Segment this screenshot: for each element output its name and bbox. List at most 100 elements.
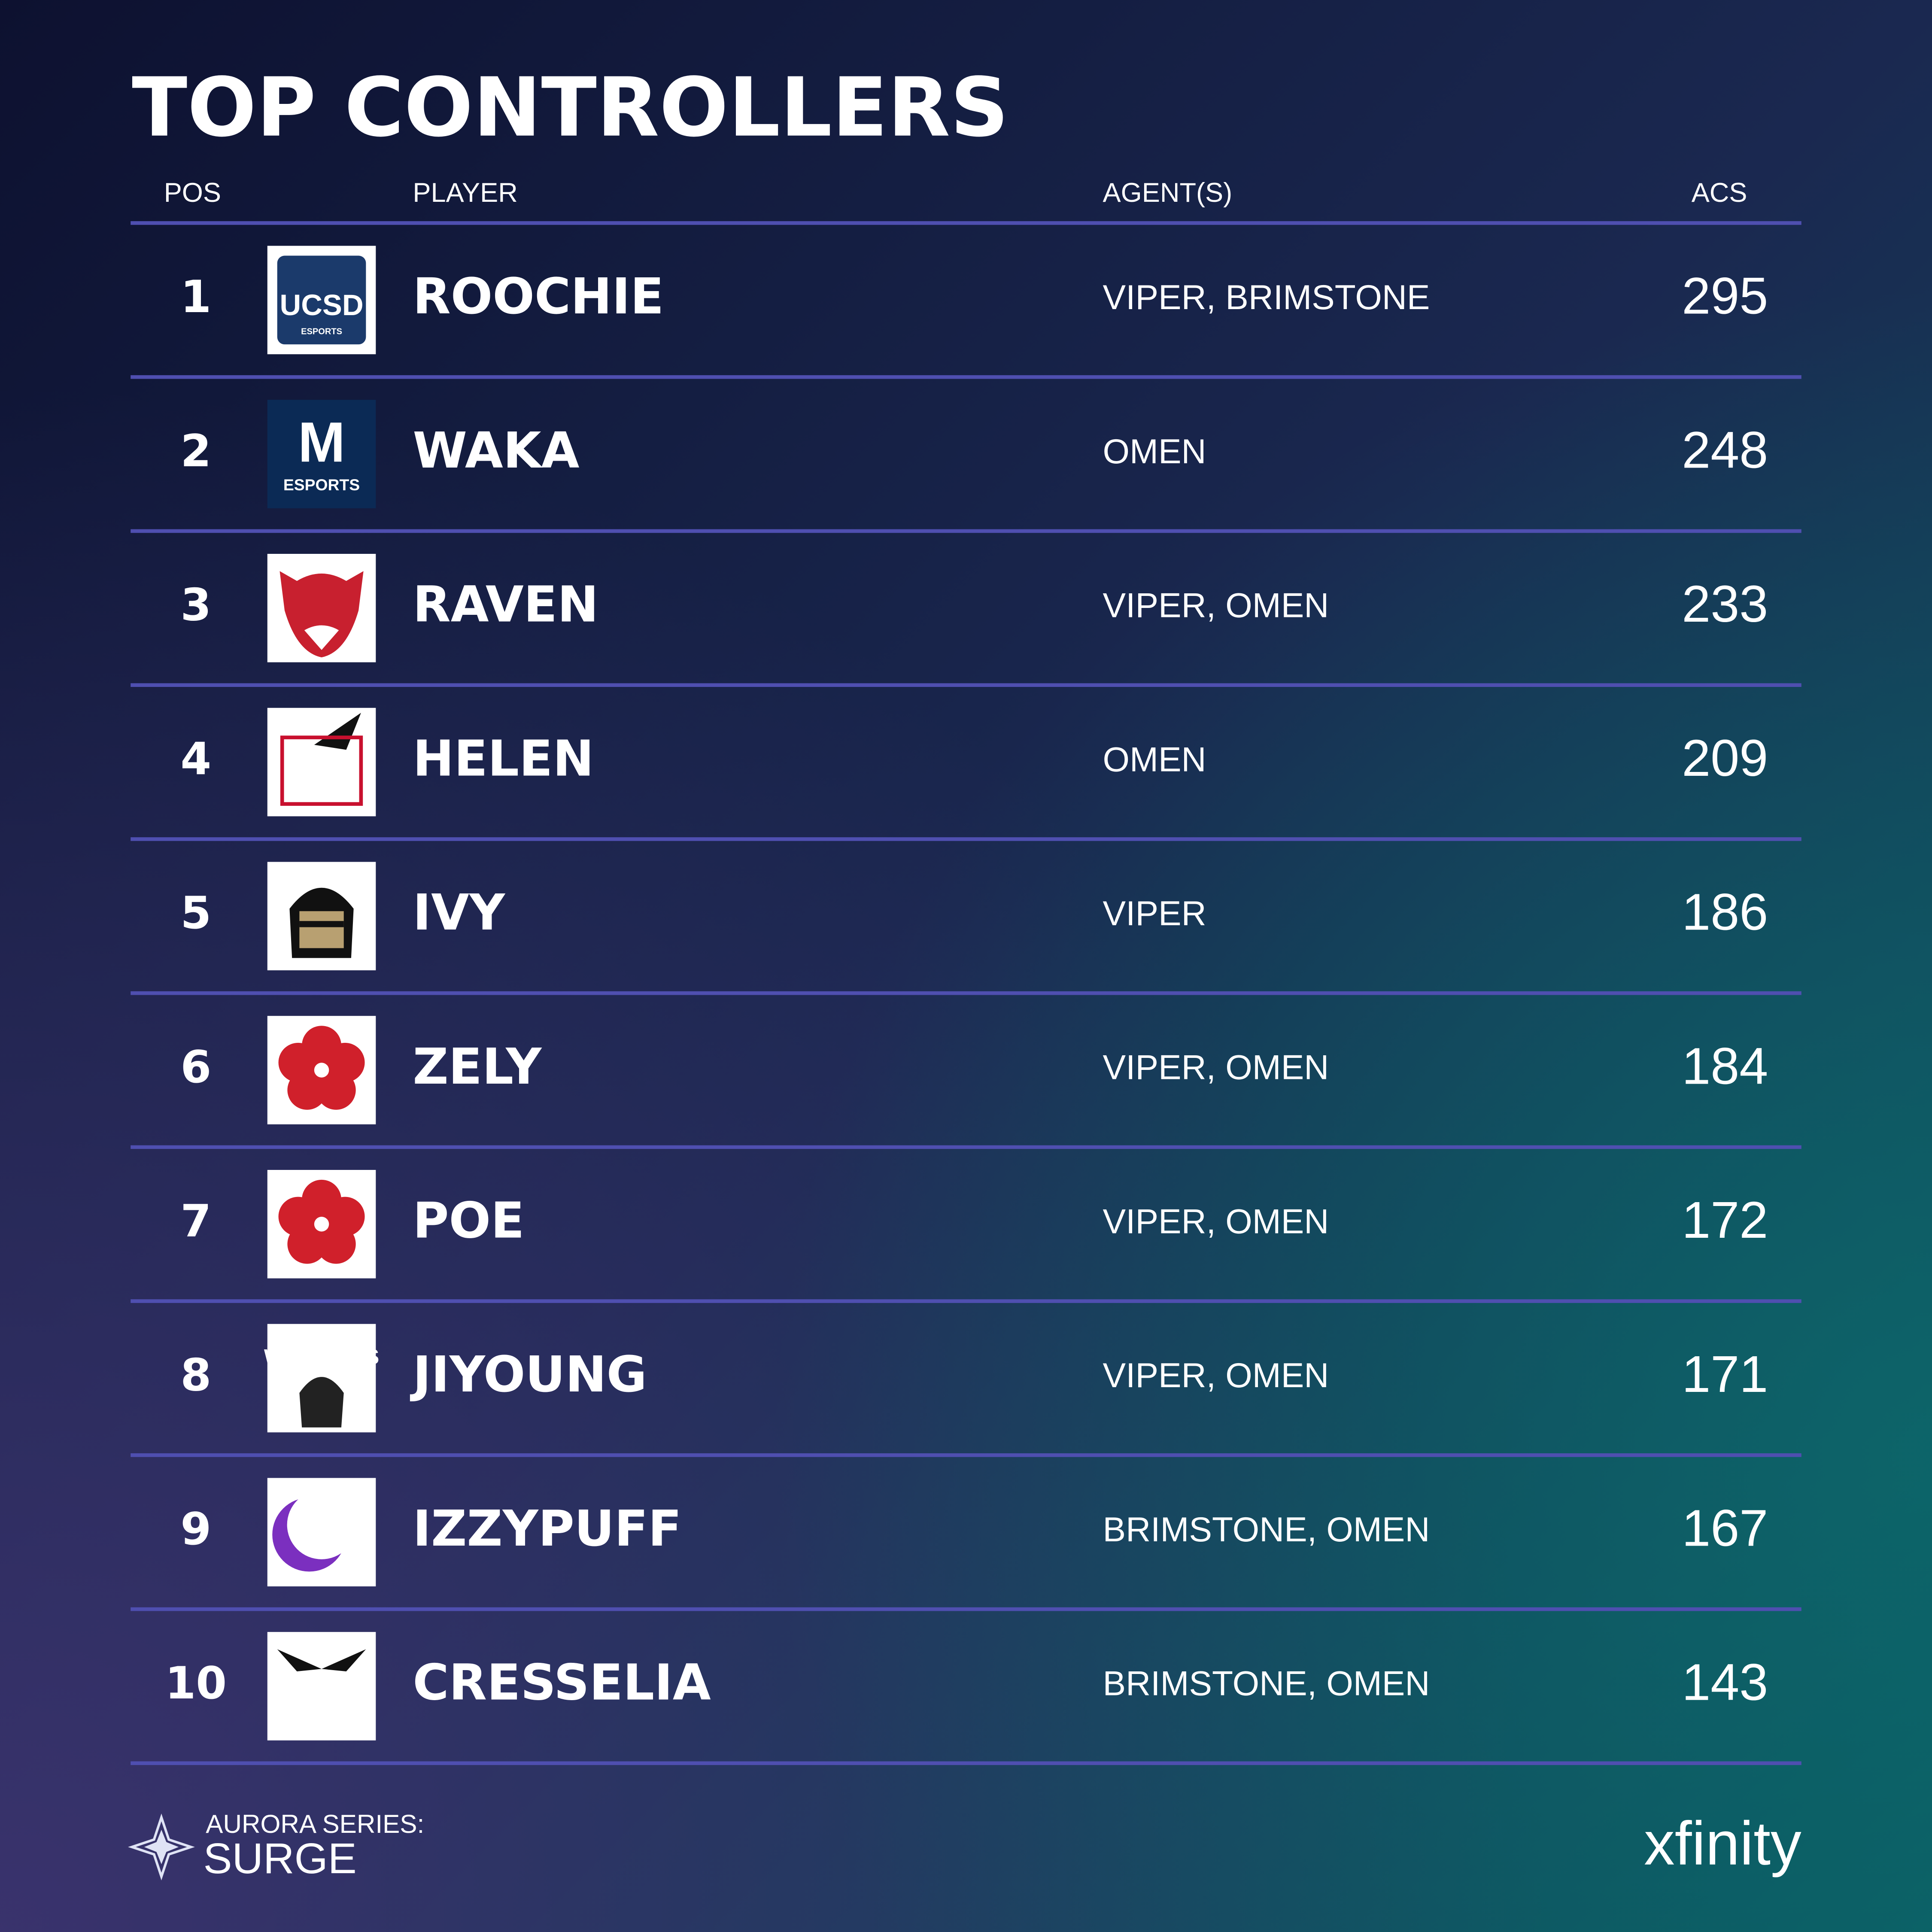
row: 4 CU ESPORTS HELEN OMEN 209 xyxy=(131,708,1801,841)
logo-text: ESPORTS xyxy=(301,327,342,337)
logo-text: CU xyxy=(295,744,348,785)
position: 9 xyxy=(180,1504,211,1555)
team-logo xyxy=(267,1170,376,1279)
row: 7 POE VIPER, OMEN 172 xyxy=(131,1170,1801,1303)
acs: 184 xyxy=(1682,1037,1768,1095)
logo-shape xyxy=(299,1377,344,1428)
acs: 143 xyxy=(1682,1653,1768,1711)
row: 6 ZELY VIPER, OMEN 184 xyxy=(131,1016,1801,1149)
logo-shape xyxy=(316,1224,356,1264)
title: TOP CONTROLLERS xyxy=(132,60,1009,155)
logo-text: Violet xyxy=(314,1516,364,1537)
row: 3 RAVEN VIPER, OMEN 233 xyxy=(131,554,1801,687)
column-header: AGENT(S) xyxy=(1103,178,1233,208)
logo-text: UCSD xyxy=(279,289,363,322)
team-logo: UCSD ESPORTS xyxy=(267,246,376,355)
logo-text: WATERLOO xyxy=(297,1331,346,1341)
team-logo xyxy=(267,554,376,662)
logo-text: ESPORTS xyxy=(283,476,360,494)
series-name: AURORA SERIES: xyxy=(206,1809,424,1838)
logo-text: Moon xyxy=(318,1534,360,1552)
team-logo: CU ESPORTS xyxy=(267,708,376,817)
player-name: WAKA xyxy=(413,422,579,480)
acs: 209 xyxy=(1682,729,1768,787)
logo-shape xyxy=(314,713,361,750)
logo-shape xyxy=(314,1217,329,1232)
player-name: RAVEN xyxy=(413,576,598,634)
team-logo xyxy=(267,862,376,971)
logo-shape xyxy=(299,921,344,927)
column-header: PLAYER xyxy=(413,178,517,208)
position: 1 xyxy=(180,271,211,323)
series-logo xyxy=(128,1814,195,1880)
logo-shape xyxy=(304,625,339,650)
position: 8 xyxy=(180,1349,211,1401)
logo-box xyxy=(267,708,376,817)
position: 5 xyxy=(180,887,211,939)
logo-shape xyxy=(314,1063,329,1078)
logo-box xyxy=(267,1632,376,1741)
agents: VIPER, BRIMSTONE xyxy=(1103,278,1430,317)
team-logo xyxy=(267,1016,376,1124)
acs: 171 xyxy=(1682,1345,1768,1403)
position: 3 xyxy=(180,580,211,631)
logo-text: M xyxy=(298,410,345,474)
player-name: JIYOUNG xyxy=(410,1346,647,1403)
logo-panel xyxy=(277,255,366,345)
agents: OMEN xyxy=(1103,432,1206,471)
logo-shape xyxy=(287,1490,356,1559)
logo-shape xyxy=(280,735,363,806)
agents: BRIMSTONE, OMEN xyxy=(1103,1510,1430,1549)
column-header: POS xyxy=(164,178,221,208)
logo-text: ESPORTS xyxy=(295,790,348,802)
acs: 295 xyxy=(1682,267,1768,325)
logo-text: CONDORS xyxy=(274,1682,369,1703)
position: 2 xyxy=(180,425,211,477)
logo-shape xyxy=(277,1649,366,1672)
acs: 172 xyxy=(1682,1191,1768,1249)
player-name: ZELY xyxy=(413,1038,542,1096)
player-name: HELEN xyxy=(413,730,594,787)
logo-text: ESPORTS xyxy=(289,1704,354,1720)
row: 5 IVY VIPER 186 xyxy=(131,862,1801,995)
logo-text: WARRIORS xyxy=(264,1346,379,1369)
sponsor: xfinity xyxy=(1644,1809,1801,1878)
acs: 186 xyxy=(1682,883,1768,941)
acs: 167 xyxy=(1682,1499,1768,1557)
agents: VIPER, OMEN xyxy=(1103,1356,1329,1395)
logo-shape xyxy=(279,571,364,658)
row: 8 WATERLOO WARRIORS JIYOUNG VIPER, OMEN 171 xyxy=(131,1324,1801,1457)
logo-shape xyxy=(278,1197,318,1236)
logo-shape xyxy=(278,1042,318,1082)
agents: VIPER, OMEN xyxy=(1103,586,1329,625)
acs: 248 xyxy=(1682,421,1768,479)
position: 10 xyxy=(165,1658,227,1709)
agents: BRIMSTONE, OMEN xyxy=(1103,1665,1430,1703)
agents: VIPER xyxy=(1103,894,1206,933)
column-header: ACS xyxy=(1692,178,1747,208)
agents: OMEN xyxy=(1103,740,1206,779)
logo-box xyxy=(267,400,376,508)
agents: VIPER, OMEN xyxy=(1103,1048,1329,1087)
team-logo: M ESPORTS xyxy=(267,400,376,508)
player-name: IVY xyxy=(413,884,506,942)
agents: VIPER, OMEN xyxy=(1103,1202,1329,1241)
acs: 233 xyxy=(1682,575,1768,633)
player-name: CRESSELIA xyxy=(413,1654,711,1712)
player-name: ROOCHIE xyxy=(413,268,664,325)
player-name: POE xyxy=(413,1192,524,1249)
event-name: SURGE xyxy=(204,1835,357,1883)
row: 1 UCSD ESPORTS ROOCHIE VIPER, BRIMSTONE 295 xyxy=(131,246,1801,379)
row: 2 M ESPORTS WAKA OMEN 248 xyxy=(131,400,1801,533)
player-name: IZZYPUFF xyxy=(413,1500,681,1558)
position: 7 xyxy=(180,1196,211,1247)
logo-shape xyxy=(299,911,344,948)
position: 6 xyxy=(180,1042,211,1093)
team-logo: WATERLOO WARRIORS xyxy=(264,1324,379,1433)
